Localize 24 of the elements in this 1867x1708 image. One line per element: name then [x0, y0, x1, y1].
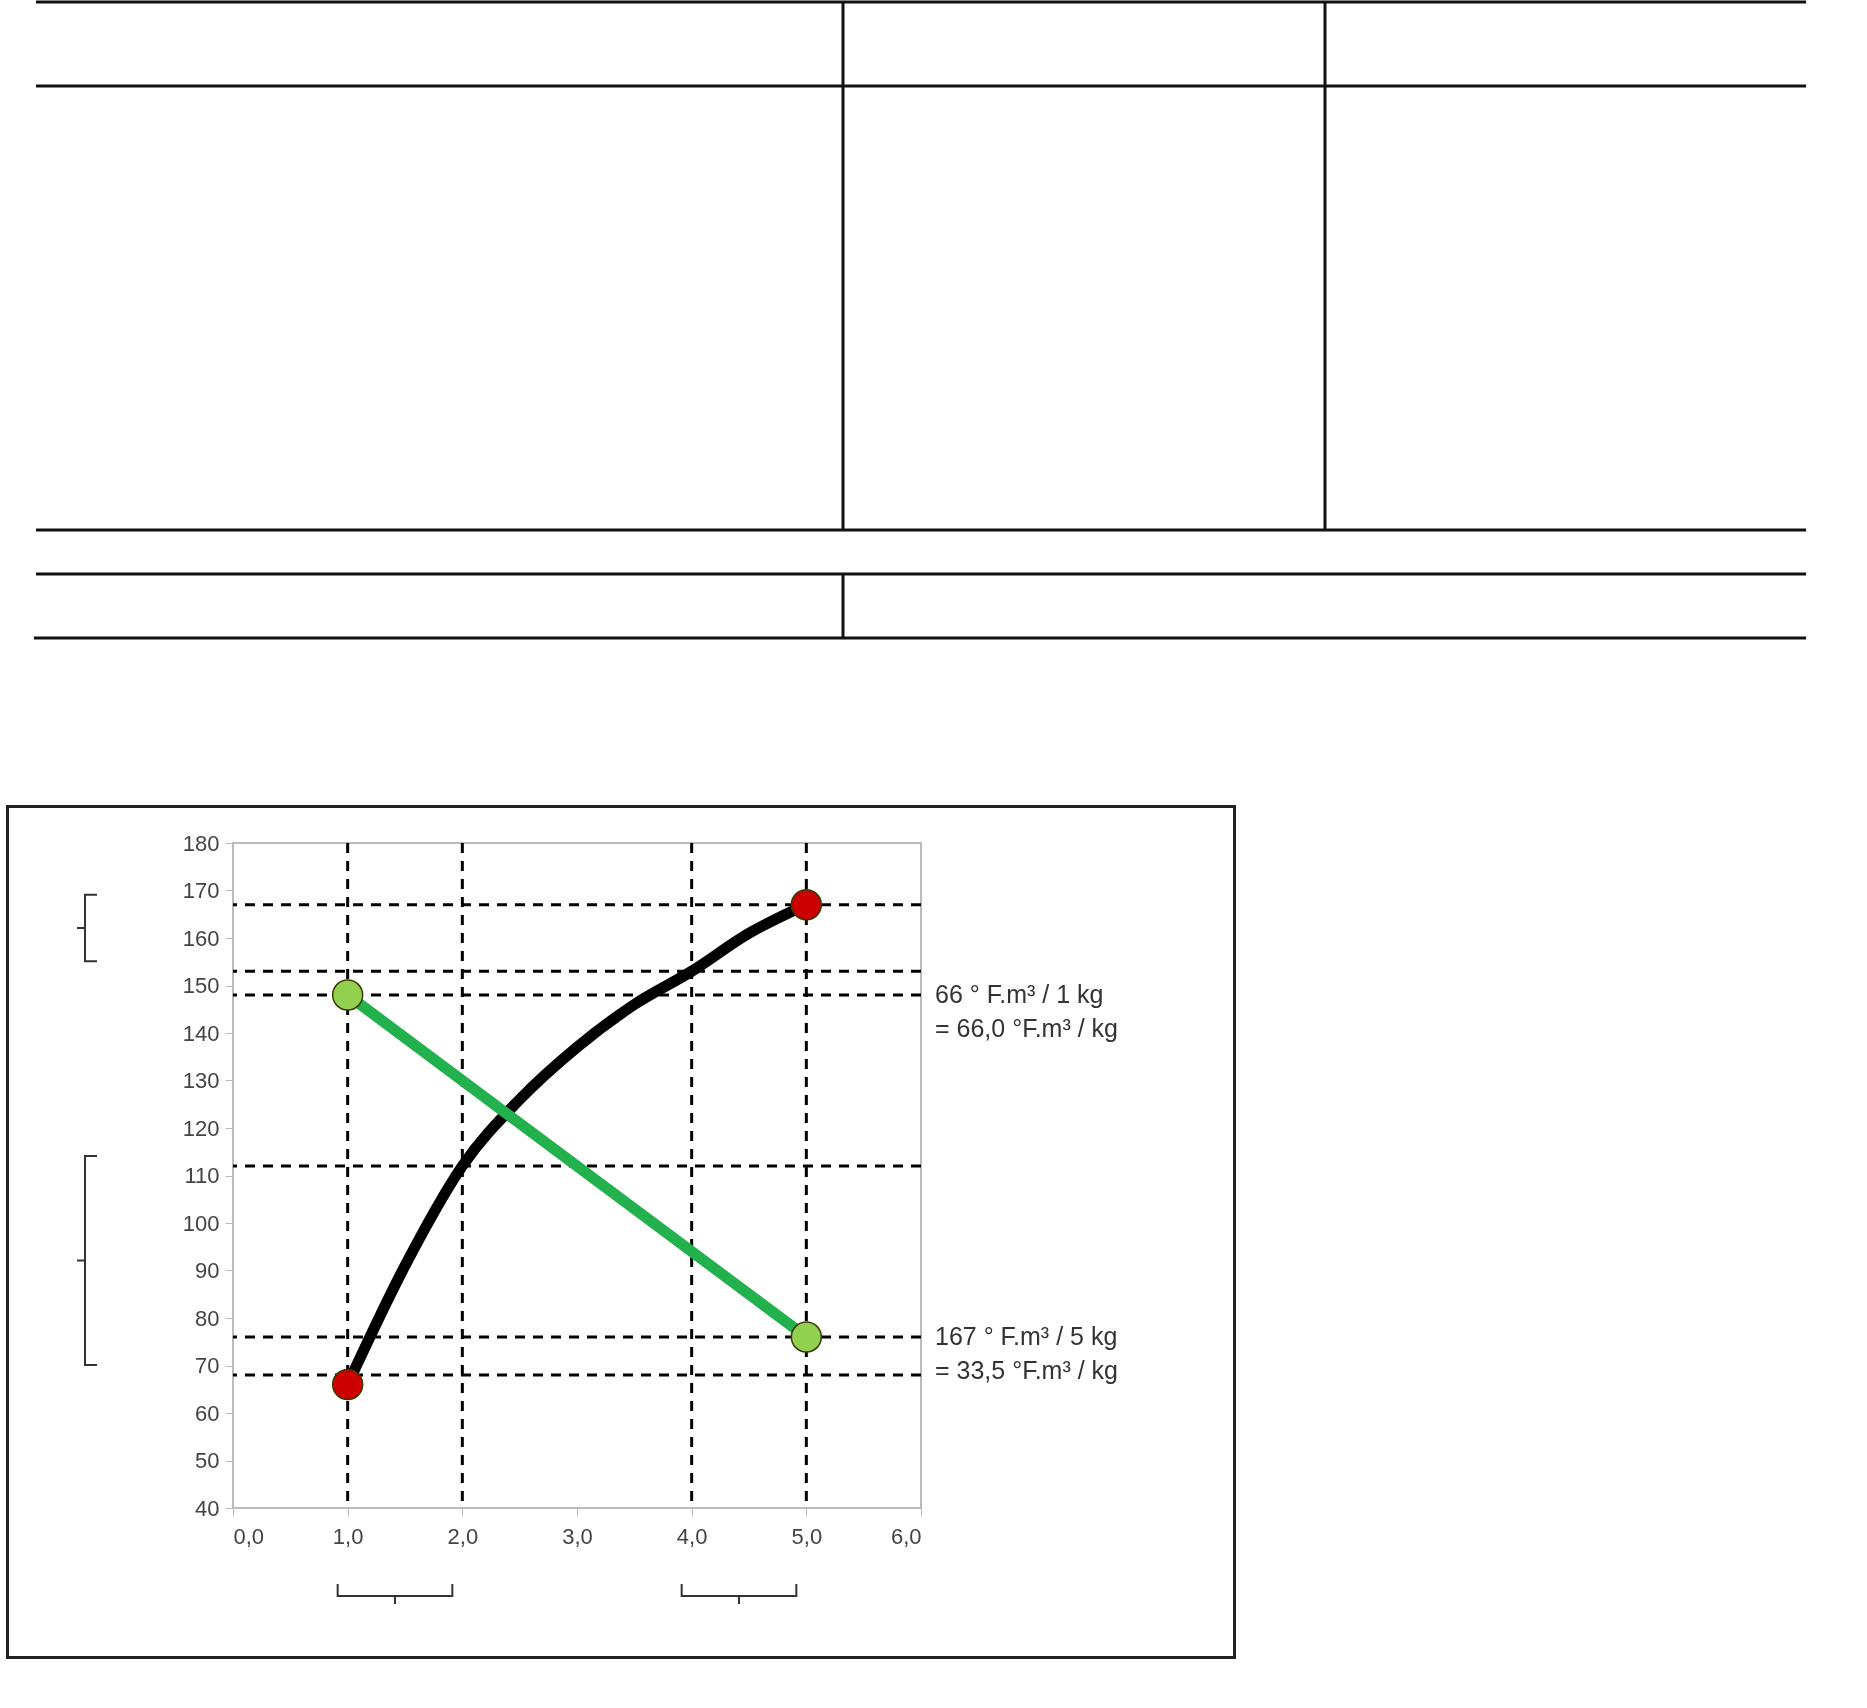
y-tick-label: 180	[182, 830, 220, 856]
y-tick-label: 150	[182, 973, 220, 998]
y-tick-label: 60	[195, 1400, 220, 1426]
y-tick-label: 70	[195, 1353, 220, 1378]
y-tick-label: 50	[195, 1448, 220, 1473]
y-tick-label: 110	[184, 1163, 220, 1188]
y-tick-label: 140	[182, 1020, 220, 1046]
y-tick-label: 160	[182, 925, 220, 951]
y-tick-label: 40	[195, 1495, 220, 1521]
x-tick-label: 5,0	[791, 1523, 823, 1549]
x-tick-label: 6,0	[890, 1523, 922, 1549]
y-tick-label: 170	[182, 878, 220, 903]
x-tick-label: 3,0	[562, 1523, 593, 1549]
y-tick-label: 80	[195, 1305, 220, 1331]
y-tick-label: 90	[195, 1258, 220, 1283]
annotation: 167 ° F.m³ / 5 kg = 33,5 °F.m³ / kg	[935, 1322, 1118, 1384]
x-tick-label: 0,0	[233, 1523, 265, 1549]
y-tick-label: 120	[182, 1115, 220, 1141]
y-tick-label: 100	[182, 1210, 220, 1236]
x-tick-label: 4,0	[676, 1523, 708, 1549]
annotation: 66 ° F.m³ / 1 kg = 66,0 °F.m³ / kg	[935, 980, 1118, 1042]
x-tick-label: 2,0	[447, 1523, 479, 1549]
x-tick-label: 1,0	[332, 1523, 364, 1549]
y-tick-label: 130	[182, 1068, 220, 1093]
